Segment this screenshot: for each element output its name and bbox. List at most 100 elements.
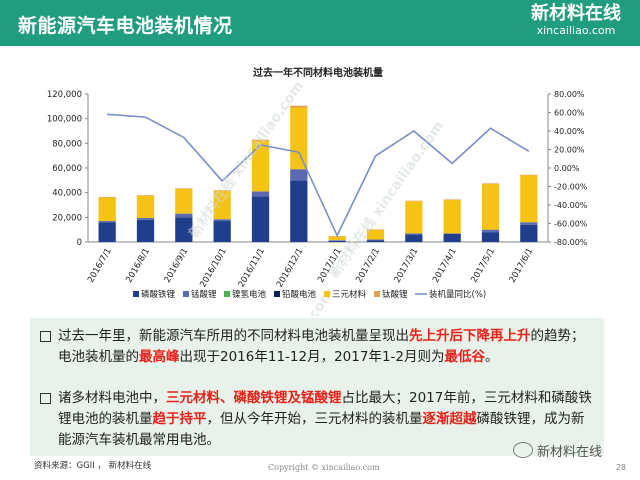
legend-swatch — [324, 291, 330, 297]
page-number: 28 — [615, 463, 626, 472]
bar-segment — [213, 190, 231, 220]
wechat-icon — [513, 442, 533, 458]
bar-segment — [136, 217, 155, 220]
header-bar: 新能源汽车电池装机情况 新材料在线 xincailiao.com — [0, 0, 640, 46]
bar-segment — [443, 233, 461, 234]
bar-segment — [251, 140, 270, 192]
bar-segment — [366, 229, 385, 240]
legend-swatch — [183, 291, 189, 297]
y-left-tick-label: 20,000 — [52, 213, 82, 223]
x-tick-label: 2016/9/1 — [163, 247, 191, 285]
bar-segment — [175, 213, 193, 218]
bar-segment — [366, 239, 385, 241]
highlight-text: 三元材料、磷酸铁锂及锰酸锂 — [166, 390, 342, 406]
logo-name: 新材料在线 — [531, 3, 621, 24]
summary-paragraph-2: 诸多材料电池中，三元材料、磷酸铁锂及锰酸锂占比最大；2017年前，三元材料和磷酸… — [40, 388, 596, 451]
x-tick-label: 2016/11/1 — [237, 247, 267, 290]
y-right-tick-label: -20.00% — [554, 183, 588, 192]
body-text: ，但从今年开始，三元材料的装机量 — [206, 411, 423, 427]
highlight-text: 先上升后下降再上升 — [409, 328, 531, 344]
bar-segment — [481, 184, 500, 230]
legend-label: 三元材料 — [332, 289, 367, 300]
bar-segment — [98, 197, 116, 222]
y-left-tick-label: 60,000 — [52, 164, 82, 174]
bar-segment — [328, 236, 346, 241]
bar-segment — [481, 232, 500, 242]
bar-segment — [98, 222, 116, 242]
brand-logo[interactable]: 新材料在线 xincailiao.com — [528, 4, 624, 38]
y-right-tick-label: 80.00% — [554, 90, 585, 99]
body-text: 出现于2016年11-12月，2017年1-2月则为 — [179, 349, 445, 365]
bar-segment — [251, 196, 270, 242]
bar-segment — [213, 221, 231, 242]
paragraph-1-text: 过去一年里，新能源汽车所用的不同材料电池装机量呈现出先上升后下降再上升的趋势；电… — [58, 326, 596, 368]
x-tick-label: 2017/4/1 — [431, 247, 459, 285]
x-tick-label: 2016/7/1 — [86, 247, 114, 285]
x-tick-label: 2017/5/1 — [469, 247, 497, 285]
body-text: 诸多材料电池中， — [58, 390, 166, 406]
bar-segment — [251, 191, 270, 197]
battery-install-chart: 过去一年不同材料电池装机量 0 20,000 40,000 60,000 80,000 10… — [47, 66, 588, 316]
y-right-tick-label: -80.00% — [554, 238, 588, 247]
y-right-tick-label: 20.00% — [554, 146, 585, 155]
bar-segment — [443, 233, 461, 242]
y-right-tick-label: -40.00% — [554, 201, 588, 210]
legend-swatch — [374, 291, 380, 297]
paragraph-2-text: 诸多材料电池中，三元材料、磷酸铁锂及锰酸锂占比最大；2017年前，三元材料和磷酸… — [58, 388, 596, 451]
bar-segment — [405, 201, 423, 234]
bar-segment — [175, 188, 193, 214]
checkbox-bullet-icon — [40, 331, 51, 342]
y-right-tick-label: 40.00% — [554, 127, 585, 136]
bar-segment — [405, 200, 423, 202]
bar-segment — [136, 195, 155, 218]
wechat-account[interactable]: 新材料在线 — [513, 441, 602, 460]
summary-textbox: 过去一年里，新能源汽车所用的不同材料电池装机量呈现出先上升后下降再上升的趋势；电… — [30, 318, 604, 456]
x-tick-label: 2016/10/1 — [198, 247, 228, 290]
x-tick-label: 2017/3/1 — [393, 247, 421, 285]
y-left-tick-label: 80,000 — [52, 139, 82, 149]
y-right-tick-label: 0.00% — [554, 164, 580, 173]
bar-segment — [481, 229, 500, 233]
body-text: 磷酸铁锂，成为新能源汽车装机最常用电池。 — [58, 411, 585, 448]
y-left-tick-label: 40,000 — [52, 189, 82, 199]
body-text: 的趋势；电池装机量的 — [58, 328, 585, 365]
page-title: 新能源汽车电池装机情况 — [18, 15, 233, 37]
legend-label: 钛酸锂 — [382, 289, 408, 300]
highlight-text: 最高峰 — [139, 349, 180, 365]
summary-paragraph-1: 过去一年里，新能源汽车所用的不同材料电池装机量呈现出先上升后下降再上升的趋势；电… — [40, 326, 596, 368]
bar-segment — [520, 224, 538, 242]
bar-segment — [98, 196, 116, 198]
bar-segment — [443, 199, 461, 201]
bar-segment — [175, 188, 193, 189]
data-source-note: 资料来源：GGII ， 新材料在线 — [34, 461, 152, 471]
bar-segment — [481, 183, 500, 185]
bar-segment — [290, 107, 308, 170]
body-text: 。 — [485, 349, 499, 365]
checkbox-bullet-icon — [40, 393, 51, 404]
body-text: 占比最大；2017年前，三元材料和磷酸铁锂电池的装机量 — [58, 390, 592, 427]
bar-segment — [136, 195, 155, 196]
bar-segment — [290, 180, 308, 242]
bar-segment — [290, 105, 308, 108]
logo-url: xincailiao.com — [536, 24, 616, 37]
legend-swatch — [133, 291, 139, 297]
bar-segment — [328, 240, 346, 241]
highlight-text: 最低谷 — [444, 349, 486, 365]
chart-title: 过去一年不同材料电池装机量 — [253, 66, 383, 79]
bar-segment — [328, 240, 346, 242]
legend-label: 镍氢电池 — [232, 289, 267, 300]
bar-segment — [175, 217, 193, 242]
copyright-text: Copyright © xincailiao.com — [268, 463, 380, 472]
body-text: 过去一年里，新能源汽车所用的不同材料电池装机量呈现出 — [58, 328, 409, 344]
bar-segment — [366, 240, 385, 242]
x-tick-label: 2016/12/1 — [275, 247, 305, 290]
x-tick-label: 2017/6/1 — [508, 247, 536, 285]
bar-segment — [213, 190, 231, 191]
legend-label: 铅酸电池 — [282, 289, 317, 300]
bar-segment — [136, 219, 155, 242]
legend-swatch — [274, 291, 280, 297]
legend-swatch — [224, 291, 230, 297]
x-tick-label: 2016/8/1 — [124, 247, 152, 285]
highlight-text: 趋于持平 — [152, 411, 207, 427]
y-left-tick-label: 0 — [77, 238, 82, 248]
